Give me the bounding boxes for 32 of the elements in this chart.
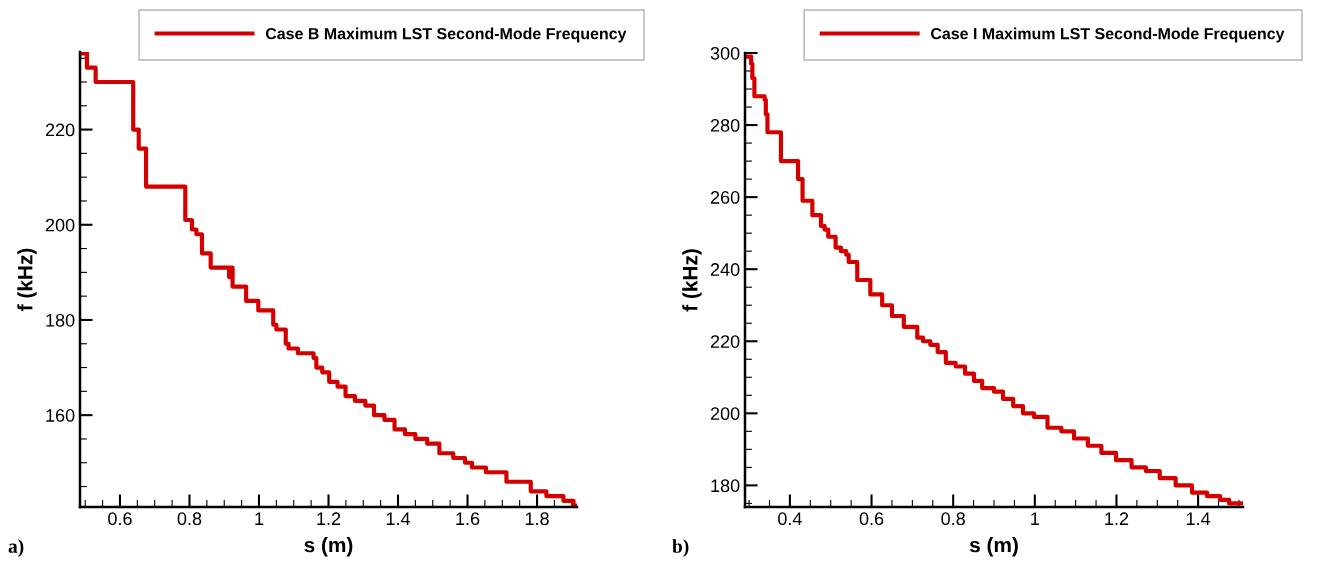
y-tick-label: 160: [46, 409, 75, 422]
text: Case I Maximum LST Second-Mode Frequency: [931, 27, 1285, 43]
text: Case B Maximum LST Second-Mode Frequency: [265, 27, 627, 43]
x-tick-label: 1: [255, 512, 264, 525]
text: b): [672, 539, 689, 557]
y-axis-title: f (kHz): [682, 249, 702, 312]
x-tick-label: 1.4: [386, 512, 411, 525]
y-tick-label: 200: [710, 407, 740, 421]
x-tick-label: 1.2: [317, 512, 341, 525]
x-tick-label: 1: [1031, 512, 1039, 525]
x-tick-label: 1.6: [456, 512, 480, 526]
x-axis-title: s (m): [969, 537, 1018, 557]
x-tick-label: 0.8: [177, 512, 202, 526]
y-tick-label: 180: [711, 479, 740, 493]
x-tick-label: 1.4: [1186, 512, 1211, 525]
x-tick-label: 1.8: [525, 512, 549, 526]
y-tick-label: 220: [45, 123, 75, 137]
text: a): [8, 539, 24, 557]
y-tick-label: 200: [45, 218, 75, 232]
y-tick-label: 260: [710, 191, 740, 204]
x-axis-title: s (m): [304, 537, 353, 557]
x-tick-label: 0.6: [108, 512, 132, 526]
x-tick-label: 0.6: [859, 512, 884, 526]
y-tick-label: 220: [710, 335, 740, 348]
x-tick-label: 0.4: [778, 512, 802, 526]
x-tick-label: 0.8: [941, 512, 965, 526]
y-tick-label: 280: [710, 119, 740, 132]
y-tick-label: 240: [710, 263, 740, 276]
x-tick-label: 1.2: [1105, 512, 1129, 525]
y-tick-label: 180: [46, 313, 75, 327]
y-axis-title: f (kHz): [17, 248, 37, 311]
y-tick-label: 300: [710, 46, 740, 60]
